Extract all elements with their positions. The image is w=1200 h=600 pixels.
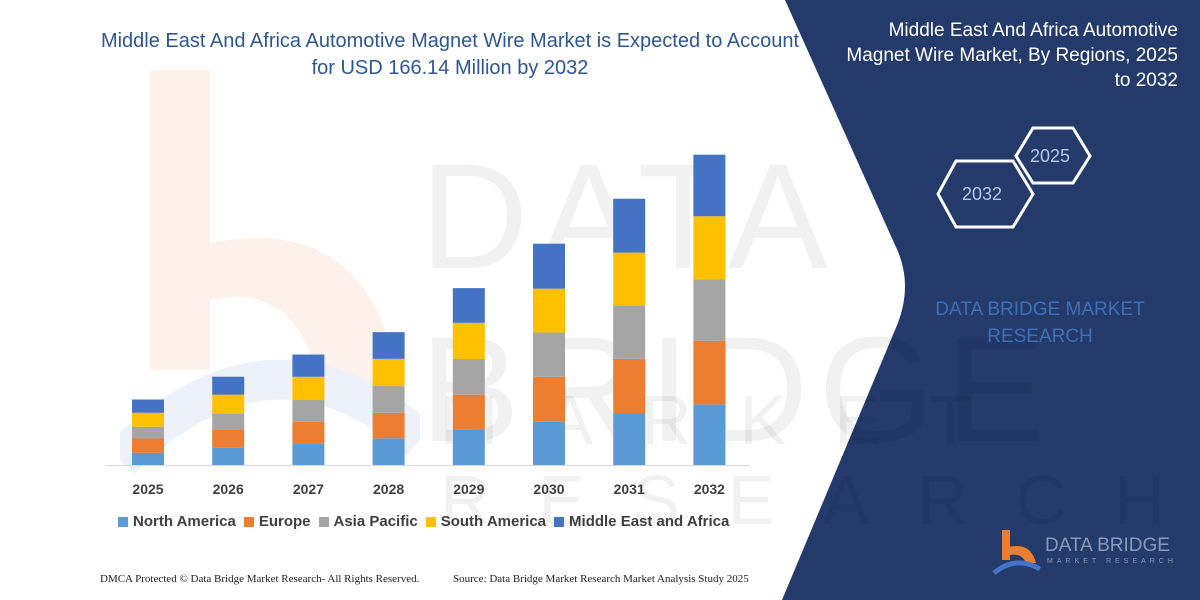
bar-segment-south-america-2028	[372, 358, 405, 387]
legend-label: Europe	[258, 513, 311, 530]
legend-swatch	[243, 516, 254, 527]
legend-item: Middle East and Africa	[554, 513, 729, 530]
bar-segment-europe-2031	[613, 358, 646, 414]
side-panel	[782, 0, 1200, 600]
bar-segment-south-america-2029	[452, 322, 485, 360]
legend: North America Europe Asia Pacific South Ame…	[118, 513, 729, 530]
logo-icon	[992, 530, 1042, 575]
hexagon-2032	[936, 159, 1035, 229]
legend-item: North America	[118, 513, 236, 530]
bar-segment-south-america-2026	[212, 394, 245, 414]
legend-swatch	[318, 516, 329, 527]
logo-name: DATA BRIDGE	[1045, 535, 1170, 556]
legend-swatch	[425, 516, 436, 527]
chart-title: Middle East And Africa Automotive Magnet…	[100, 30, 800, 79]
hex-label-2032: 2032	[962, 184, 1003, 204]
bar-segment-europe-2025	[132, 438, 164, 453]
hex-label-2025: 2025	[1030, 146, 1071, 166]
bar-segment-europe-2028	[372, 412, 405, 439]
x-tick-label: 2026	[213, 481, 244, 497]
bar-segment-north-america-2028	[372, 438, 405, 465]
bar-segment-south-america-2032	[693, 216, 726, 280]
bar-segment-middle-east-and-africa-2029	[452, 288, 485, 323]
x-tick-label: 2031	[614, 481, 645, 497]
bar-segment-asia-pacific-2029	[452, 359, 485, 395]
bar-segment-north-america-2025	[132, 452, 164, 465]
legend-label: North America	[133, 513, 236, 530]
legend-label: Asia Pacific	[333, 513, 418, 530]
bar-segment-south-america-2025	[132, 412, 164, 427]
logo-subtitle: MARKET RESEARCH	[1047, 558, 1177, 565]
bar-segment-europe-2027	[292, 421, 325, 444]
brand-text: DATA BRIDGE MARKET RESEARCH	[935, 299, 1145, 347]
bar-segment-asia-pacific-2025	[132, 426, 164, 439]
bar-segment-south-america-2030	[533, 288, 565, 333]
x-tick-label: 2027	[293, 481, 324, 497]
data-bridge-logo: DATA BRIDGE MARKET RESEARCH	[990, 527, 1173, 587]
bar-segment-north-america-2026	[212, 447, 245, 465]
x-tick-label: 2025	[132, 481, 163, 497]
x-tick-label: 2030	[533, 481, 564, 497]
bar-segment-north-america-2032	[693, 404, 726, 465]
bar-segment-middle-east-and-africa-2030	[533, 243, 565, 289]
x-tick-label: 2029	[453, 481, 484, 497]
bar-segment-asia-pacific-2032	[693, 279, 726, 341]
x-tick-label: 2028	[373, 481, 404, 497]
legend-item: Europe	[243, 513, 311, 530]
x-tick-label: 2032	[694, 481, 725, 497]
legend-swatch	[118, 516, 128, 527]
bar-segment-europe-2026	[212, 429, 245, 448]
bar-segment-middle-east-and-africa-2025	[132, 399, 164, 413]
bar-segment-north-america-2031	[613, 413, 646, 465]
bar-segment-south-america-2027	[292, 376, 325, 401]
bar-segment-middle-east-and-africa-2032	[693, 154, 726, 217]
legend-label: South America	[440, 513, 547, 530]
stacked-bar-chart: 2025 2026 2027 2028 2029 2030 2031 2032	[105, 154, 750, 497]
bar-segment-asia-pacific-2027	[292, 400, 325, 422]
side-panel-title: Middle East And Africa Automotive Magnet…	[846, 20, 1178, 91]
legend-label: Middle East and Africa	[569, 513, 730, 530]
bar-segment-middle-east-and-africa-2027	[292, 354, 325, 377]
bar-segment-asia-pacific-2031	[613, 305, 646, 359]
legend-item: South America	[425, 513, 547, 530]
bar-segment-north-america-2027	[292, 443, 325, 465]
bar-segment-middle-east-and-africa-2031	[613, 198, 646, 253]
bar-segment-europe-2032	[693, 340, 726, 405]
bar-segment-south-america-2031	[613, 252, 646, 306]
bar-segment-asia-pacific-2030	[533, 332, 565, 377]
footer-copyright: DMCA Protected © Data Bridge Market Rese…	[100, 573, 420, 585]
bar-segment-north-america-2030	[533, 421, 565, 465]
bar-segment-middle-east-and-africa-2028	[372, 332, 405, 359]
bar-segment-asia-pacific-2028	[372, 386, 405, 413]
bar-segment-europe-2029	[452, 394, 485, 430]
footer-source: Source: Data Bridge Market Research Mark…	[453, 573, 749, 585]
bar-segment-europe-2030	[533, 376, 565, 422]
bar-segment-asia-pacific-2026	[212, 413, 245, 430]
hexagon-2025	[1014, 126, 1092, 185]
bar-segment-middle-east-and-africa-2026	[212, 376, 245, 395]
bar-segment-north-america-2029	[452, 429, 485, 465]
legend-swatch	[554, 516, 565, 527]
hexagons	[936, 126, 1092, 229]
legend-item: Asia Pacific	[318, 513, 418, 530]
